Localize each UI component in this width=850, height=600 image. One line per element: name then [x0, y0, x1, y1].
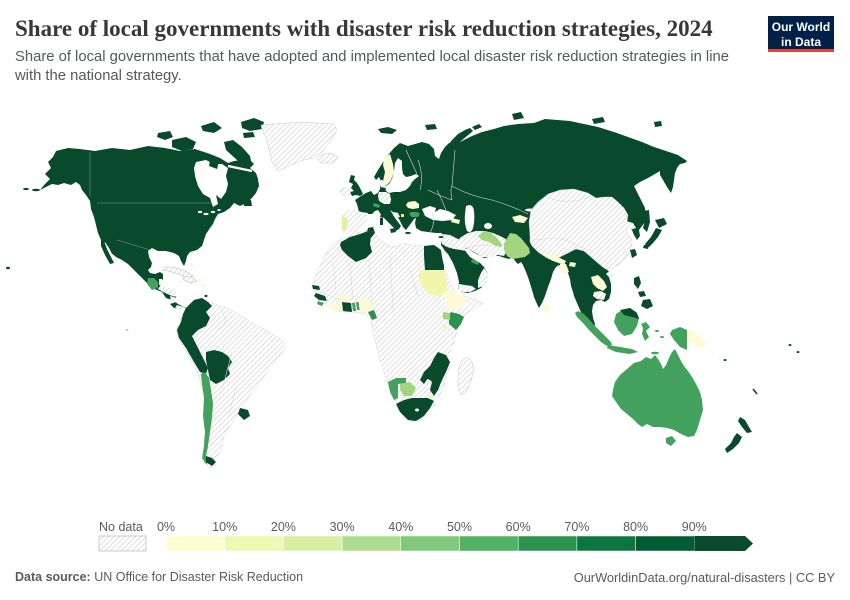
svg-text:90%: 90%	[682, 520, 707, 534]
svg-text:80%: 80%	[623, 520, 648, 534]
svg-text:60%: 60%	[506, 520, 531, 534]
svg-text:30%: 30%	[330, 520, 355, 534]
svg-text:10%: 10%	[212, 520, 237, 534]
svg-text:0%: 0%	[157, 520, 175, 534]
svg-text:No data: No data	[99, 520, 143, 534]
svg-text:40%: 40%	[388, 520, 413, 534]
svg-text:20%: 20%	[271, 520, 296, 534]
svg-text:70%: 70%	[564, 520, 589, 534]
svg-text:50%: 50%	[447, 520, 472, 534]
